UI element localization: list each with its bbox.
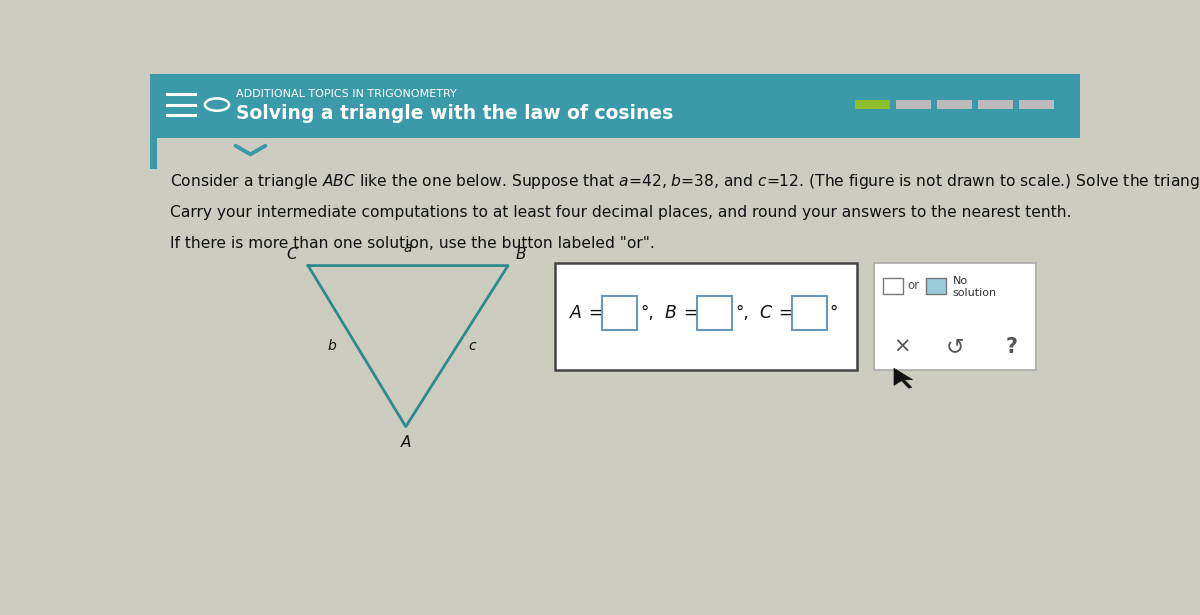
Text: $C$: $C$ [760, 304, 773, 322]
Text: solution: solution [953, 288, 997, 298]
Text: Consider a triangle $\mathit{ABC}$ like the one below. Suppose that $\mathit{a}$: Consider a triangle $\mathit{ABC}$ like … [170, 172, 1200, 191]
Text: ADDITIONAL TOPICS IN TRIGONOMETRY: ADDITIONAL TOPICS IN TRIGONOMETRY [235, 89, 456, 99]
Text: C: C [287, 247, 296, 262]
FancyBboxPatch shape [896, 100, 931, 109]
Text: $A$: $A$ [570, 304, 583, 322]
FancyBboxPatch shape [925, 278, 946, 294]
Text: ?: ? [1006, 337, 1018, 357]
Text: Carry your intermediate computations to at least four decimal places, and round : Carry your intermediate computations to … [170, 205, 1072, 220]
Text: °: ° [830, 304, 839, 322]
FancyBboxPatch shape [883, 278, 904, 294]
Text: ↺: ↺ [946, 337, 965, 357]
Text: Solving a triangle with the law of cosines: Solving a triangle with the law of cosin… [235, 104, 673, 123]
Text: =: = [683, 304, 697, 322]
FancyBboxPatch shape [150, 74, 1080, 138]
FancyBboxPatch shape [792, 296, 827, 330]
Text: =: = [588, 304, 602, 322]
Text: If there is more than one solution, use the button labeled "or".: If there is more than one solution, use … [170, 236, 655, 251]
FancyBboxPatch shape [1019, 100, 1054, 109]
Text: ×: × [893, 337, 910, 357]
FancyBboxPatch shape [697, 296, 732, 330]
FancyBboxPatch shape [554, 263, 857, 370]
FancyBboxPatch shape [937, 100, 972, 109]
Text: a: a [404, 241, 413, 255]
FancyBboxPatch shape [978, 100, 1013, 109]
FancyBboxPatch shape [854, 100, 890, 109]
Polygon shape [894, 368, 913, 388]
Text: °,: °, [640, 304, 654, 322]
FancyBboxPatch shape [602, 296, 637, 330]
FancyBboxPatch shape [150, 137, 157, 169]
Text: b: b [328, 339, 336, 353]
Text: or: or [907, 279, 919, 293]
Text: °,: °, [734, 304, 749, 322]
Text: No: No [953, 276, 967, 286]
FancyBboxPatch shape [874, 263, 1037, 370]
Text: $B$: $B$ [665, 304, 677, 322]
Text: =: = [778, 304, 792, 322]
Text: A: A [401, 435, 410, 450]
Text: c: c [468, 339, 475, 353]
Text: B: B [516, 247, 526, 262]
